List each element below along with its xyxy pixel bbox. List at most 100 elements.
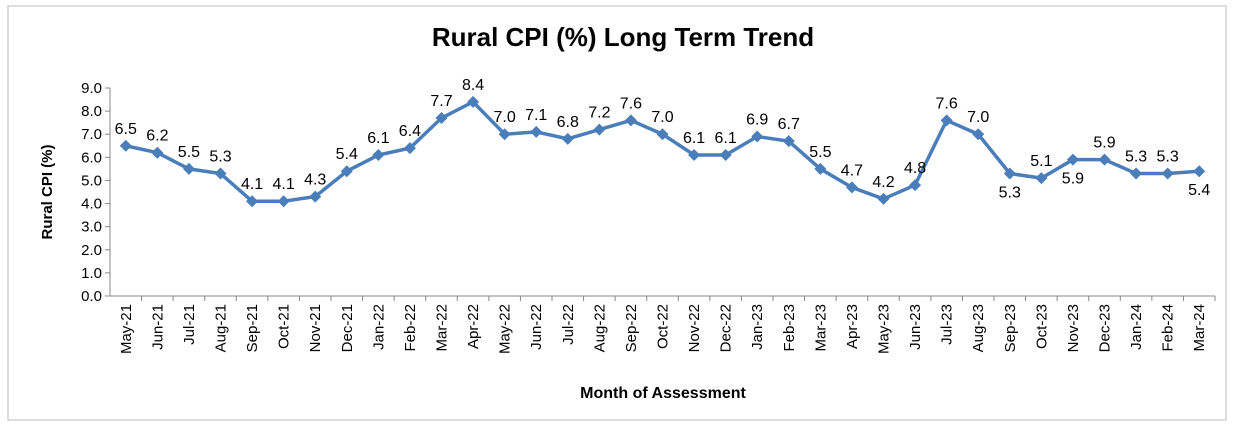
data-label: 6.5 (115, 121, 137, 138)
x-tick-label: Jun-21 (149, 304, 166, 350)
x-tick-label: Nov-22 (686, 304, 703, 352)
y-tick-label: 1.0 (81, 265, 102, 282)
marker (309, 190, 322, 203)
data-label: 5.4 (336, 146, 358, 163)
y-tick-label: 0.0 (81, 288, 102, 305)
marker (688, 149, 701, 162)
x-tick-label: Aug-23 (970, 304, 987, 352)
data-label: 6.1 (367, 130, 389, 147)
x-tick-label: Feb-23 (781, 304, 798, 352)
marker (1193, 165, 1206, 178)
data-label: 5.3 (1125, 149, 1147, 166)
data-label: 5.3 (209, 149, 231, 166)
marker (751, 130, 764, 143)
marker (814, 162, 827, 175)
y-tick-label: 8.0 (81, 103, 102, 120)
data-label: 5.3 (999, 185, 1021, 202)
x-tick-label: Jul-21 (181, 304, 198, 345)
data-label: 4.3 (304, 172, 326, 189)
x-tick-label: Jul-22 (560, 304, 577, 345)
marker (561, 132, 574, 145)
data-label: 8.4 (462, 77, 484, 94)
x-tick-label: Dec-21 (339, 304, 356, 352)
data-label: 7.6 (936, 95, 958, 112)
x-tick-label: Sep-23 (1002, 304, 1019, 352)
data-label: 5.5 (809, 144, 831, 161)
x-tick-label: Jan-22 (370, 304, 387, 350)
data-label: 4.7 (841, 162, 863, 179)
marker (593, 123, 606, 136)
x-tick-label: Nov-23 (1065, 304, 1082, 352)
x-tick-label: Dec-22 (718, 304, 735, 352)
data-label: 7.0 (494, 109, 516, 126)
marker (1130, 167, 1143, 180)
data-label: 7.0 (651, 109, 673, 126)
y-axis-label: Rural CPI (%) (39, 144, 56, 239)
marker (972, 128, 985, 141)
y-tick-label: 3.0 (81, 219, 102, 236)
marker (340, 165, 353, 178)
marker (940, 114, 953, 127)
y-tick-label: 9.0 (81, 80, 102, 97)
marker (877, 192, 890, 205)
x-tick-label: Feb-22 (402, 304, 419, 352)
x-tick-label: Aug-22 (591, 304, 608, 352)
x-tick-label: Dec-23 (1097, 304, 1114, 352)
marker (119, 139, 132, 152)
data-label: 6.2 (146, 128, 168, 145)
x-tick-label: Jun-23 (907, 304, 924, 350)
marker (1003, 167, 1016, 180)
data-label: 6.1 (683, 130, 705, 147)
x-axis-label: Month of Assessment (580, 385, 746, 402)
x-tick-label: Oct-21 (276, 304, 293, 349)
data-label: 6.4 (399, 123, 421, 140)
marker (435, 112, 448, 125)
marker (214, 167, 227, 180)
chart-border (7, 5, 1227, 421)
x-tick-label: Mar-23 (812, 304, 829, 352)
x-tick-label: Sep-21 (244, 304, 261, 352)
marker (182, 162, 195, 175)
data-label: 6.9 (746, 112, 768, 129)
marker (656, 128, 669, 141)
x-tick-label: Jan-23 (749, 304, 766, 350)
data-label: 6.1 (715, 130, 737, 147)
marker (845, 181, 858, 194)
marker (277, 195, 290, 208)
y-tick-label: 2.0 (81, 242, 102, 259)
marker (151, 146, 164, 159)
data-label: 4.1 (241, 176, 263, 193)
data-label: 5.4 (1188, 182, 1210, 199)
data-label: 4.1 (273, 176, 295, 193)
marker (1035, 172, 1048, 185)
marker (467, 95, 480, 108)
x-tick-label: Apr-22 (465, 304, 482, 349)
data-label: 5.3 (1157, 149, 1179, 166)
chart-title: Rural CPI (%) Long Term Trend (432, 22, 814, 52)
x-tick-label: Oct-22 (655, 304, 672, 349)
y-tick-label: 7.0 (81, 126, 102, 143)
x-tick-label: Nov-21 (307, 304, 324, 352)
x-tick-label: Oct-23 (1033, 304, 1050, 349)
data-label: 7.1 (525, 107, 547, 124)
x-tick-label: Sep-22 (623, 304, 640, 352)
x-tick-label: Jan-24 (1128, 304, 1145, 350)
data-label: 4.8 (904, 160, 926, 177)
data-label: 5.9 (1062, 171, 1084, 188)
x-tick-label: Jun-22 (528, 304, 545, 350)
marker (624, 114, 637, 127)
marker (909, 179, 922, 192)
data-label: 5.9 (1093, 135, 1115, 152)
x-tick-label: Jul-23 (939, 304, 956, 345)
y-tick-label: 6.0 (81, 149, 102, 166)
marker (1098, 153, 1111, 166)
x-tick-label: May-21 (118, 304, 135, 354)
data-label: 5.5 (178, 144, 200, 161)
data-label: 7.7 (430, 93, 452, 110)
y-tick-label: 4.0 (81, 196, 102, 213)
x-tick-label: Mar-22 (434, 304, 451, 352)
data-label: 4.2 (872, 174, 894, 191)
marker (403, 142, 416, 155)
marker (530, 125, 543, 138)
